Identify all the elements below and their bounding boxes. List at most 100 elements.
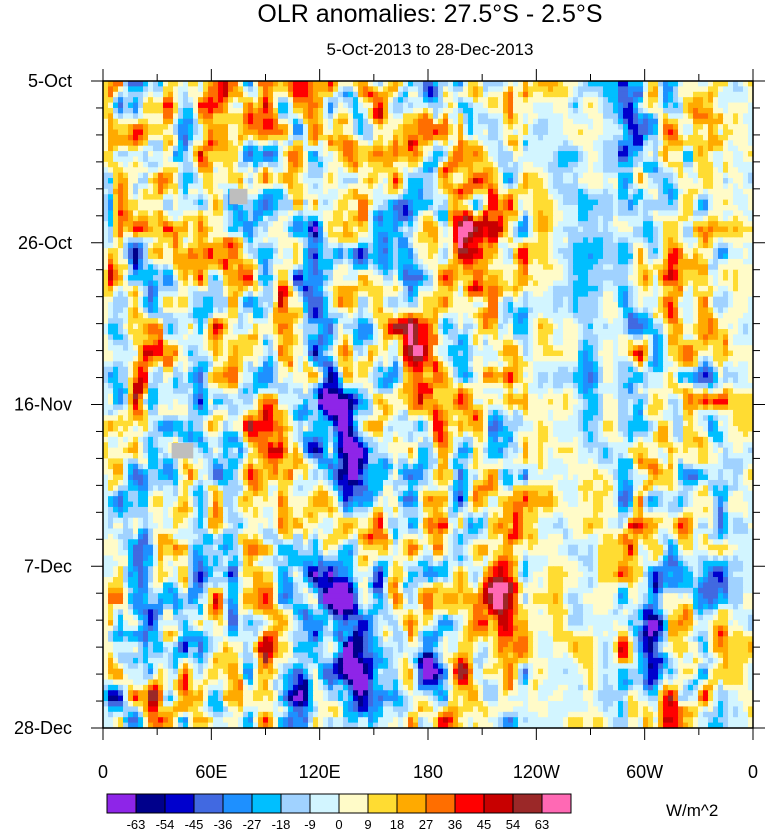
anomaly-cell (478, 102, 484, 109)
anomaly-cell (708, 205, 714, 211)
anomaly-cell (558, 248, 564, 255)
anomaly-cell (743, 107, 749, 114)
anomaly-cell (428, 253, 434, 260)
anomaly-cell (528, 194, 534, 201)
anomaly-cell (173, 226, 179, 233)
anomaly-cell (323, 172, 329, 179)
anomaly-cell (143, 242, 149, 249)
anomaly-cell (538, 156, 544, 163)
anomaly-cell (518, 167, 524, 174)
anomaly-cell (168, 210, 174, 217)
anomaly-cell (338, 124, 344, 131)
anomaly-cell (483, 91, 489, 98)
anomaly-cell (663, 275, 669, 282)
anomaly-cell (403, 199, 409, 206)
anomaly-cell (273, 183, 279, 190)
anomaly-cell (418, 81, 424, 87)
anomaly-cell (553, 97, 559, 104)
anomaly-cell (483, 275, 489, 282)
anomaly-cell (308, 102, 314, 109)
anomaly-cell (263, 269, 269, 276)
anomaly-cell (288, 188, 294, 195)
anomaly-cell (388, 280, 394, 287)
anomaly-cell (488, 258, 494, 265)
anomaly-cell (608, 221, 614, 228)
anomaly-cell (248, 97, 254, 104)
anomaly-cell (378, 210, 384, 217)
anomaly-cell (378, 264, 384, 271)
anomaly-cell (718, 242, 724, 249)
anomaly-cell (428, 167, 434, 174)
anomaly-cell (238, 269, 244, 276)
anomaly-cell (503, 280, 509, 287)
anomaly-cell (468, 167, 474, 174)
anomaly-cell (453, 102, 459, 109)
anomaly-cell (513, 151, 519, 158)
anomaly-cell (253, 172, 259, 179)
anomaly-cell (423, 107, 429, 114)
anomaly-cell (498, 81, 504, 87)
anomaly-cell (678, 107, 684, 114)
anomaly-cell (678, 248, 684, 255)
anomaly-cell (268, 199, 274, 206)
anomaly-cell (423, 183, 429, 190)
anomaly-cell (283, 81, 289, 87)
anomaly-cell (273, 258, 279, 265)
anomaly-cell (648, 167, 654, 174)
anomaly-cell (208, 129, 214, 136)
anomaly-cell (338, 161, 344, 168)
anomaly-cell (463, 113, 469, 120)
anomaly-cell (193, 172, 199, 179)
anomaly-cell (543, 178, 549, 185)
anomaly-cell (248, 107, 254, 114)
anomaly-cell (563, 134, 569, 141)
anomaly-cell (233, 113, 239, 120)
anomaly-cell (723, 86, 729, 93)
anomaly-cell (213, 113, 219, 120)
anomaly-cell (703, 167, 709, 174)
anomaly-cell (713, 113, 719, 120)
anomaly-cell (673, 91, 679, 98)
anomaly-cell (628, 167, 634, 174)
anomaly-cell (748, 210, 754, 217)
anomaly-cell (668, 205, 674, 211)
anomaly-cell (368, 237, 374, 244)
anomaly-cell (303, 237, 309, 244)
anomaly-cell (168, 145, 174, 152)
anomaly-cell (458, 118, 464, 125)
anomaly-cell (238, 210, 244, 217)
anomaly-cell (543, 264, 549, 271)
anomaly-cell (538, 210, 544, 217)
anomaly-cell (523, 226, 529, 233)
anomaly-cell (443, 248, 449, 255)
anomaly-cell (148, 231, 154, 238)
anomaly-cell (328, 269, 334, 276)
anomaly-cell (138, 226, 144, 233)
anomaly-cell (253, 285, 259, 292)
anomaly-cell (543, 118, 549, 125)
anomaly-cell (508, 118, 514, 125)
anomaly-cell (193, 129, 199, 136)
anomaly-cell (613, 178, 619, 185)
anomaly-cell (213, 151, 219, 158)
anomaly-cell (673, 183, 679, 190)
anomaly-cell (608, 205, 614, 211)
anomaly-cell (468, 258, 474, 265)
anomaly-cell (258, 188, 264, 195)
anomaly-cell (643, 226, 649, 233)
anomaly-cell (273, 194, 279, 201)
anomaly-cell (673, 102, 679, 109)
anomaly-cell (573, 188, 579, 195)
anomaly-cell (193, 248, 199, 255)
anomaly-cell (598, 178, 604, 185)
anomaly-cell (583, 151, 589, 158)
anomaly-cell (623, 269, 629, 276)
anomaly-cell (663, 226, 669, 233)
anomaly-cell (643, 221, 649, 228)
anomaly-cell (268, 86, 274, 93)
anomaly-cell (498, 151, 504, 158)
anomaly-cell (563, 205, 569, 211)
anomaly-cell (343, 178, 349, 185)
anomaly-cell (513, 199, 519, 206)
anomaly-cell (358, 183, 364, 190)
